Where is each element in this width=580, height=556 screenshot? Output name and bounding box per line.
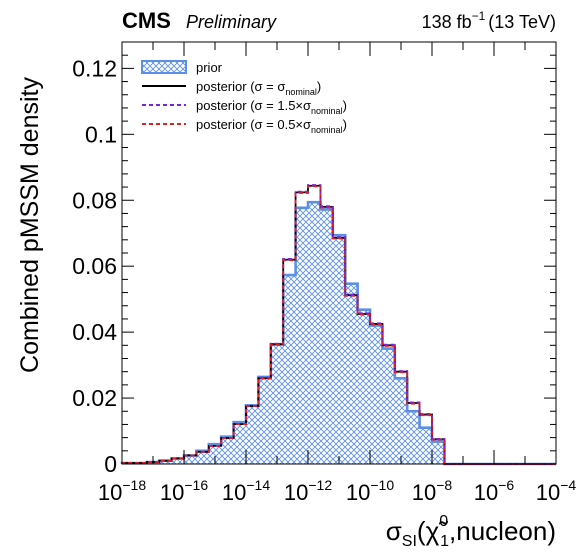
series-line-3 — [121, 185, 556, 465]
prior-histogram — [120, 200, 556, 466]
x-tick-label: 10−6 — [474, 477, 515, 505]
prior-hatch-fill — [122, 202, 556, 465]
y-tick-labels: 0 0.02 0.04 0.06 0.08 0.1 0.12 — [72, 55, 117, 477]
x-title-rest: ,nucleon) — [449, 516, 556, 546]
x-tick-label: 10−16 — [160, 477, 208, 505]
axis-ticks — [121, 41, 557, 465]
y-tick-label: 0.06 — [72, 253, 117, 279]
y-tick-label: 0.02 — [72, 385, 117, 411]
y-tick-label: 0.12 — [72, 55, 117, 81]
legend-label-up: posterior (σ = 1.5×σnominal) — [196, 98, 347, 116]
x-tick-label: 10−10 — [346, 477, 394, 505]
lumi-energy: (13 TeV) — [488, 12, 556, 32]
x-title-sub: SI — [402, 533, 417, 550]
legend-label-down: posterior (σ = 0.5×σnominal) — [196, 117, 347, 135]
x-tick-label: 10−14 — [222, 477, 270, 505]
x-tick-label: 10−8 — [412, 477, 453, 505]
y-tick-label: 0.04 — [72, 319, 117, 345]
legend-label-nominal: posterior (σ = σnominal) — [196, 79, 321, 97]
x-axis-title: σSI(χ̃0 1,nucleon) — [386, 513, 556, 550]
legend-label-prior: prior — [196, 60, 223, 75]
x-tick-label: 10−4 — [536, 477, 577, 505]
x-title-chi-sup: 0 — [439, 513, 448, 530]
legend-swatch-prior — [141, 60, 187, 74]
lumi-value: 138 fb — [422, 12, 472, 32]
x-title-open: ( — [417, 516, 426, 546]
y-axis-title: Combined pMSSM density — [16, 77, 44, 373]
x-title-chi-sub: 1 — [440, 533, 449, 550]
posterior-histograms — [121, 184, 556, 465]
y-tick-label: 0.1 — [85, 121, 117, 147]
lumi-exponent: −1 — [472, 9, 486, 23]
x-title-sigma: σ — [386, 516, 402, 546]
y-tick-label: 0 — [104, 451, 117, 477]
x-tick-labels: 10−18 10−16 10−14 10−12 10−10 10−8 10−6 10−4 — [98, 477, 577, 505]
status-label: Preliminary — [186, 12, 277, 32]
experiment-label: CMS — [122, 8, 171, 33]
x-tick-label: 10−18 — [98, 477, 146, 505]
x-tick-label: 10−12 — [284, 477, 332, 505]
luminosity-label: 138 fb−1 (13 TeV) — [422, 9, 556, 32]
y-tick-label: 0.08 — [72, 187, 117, 213]
